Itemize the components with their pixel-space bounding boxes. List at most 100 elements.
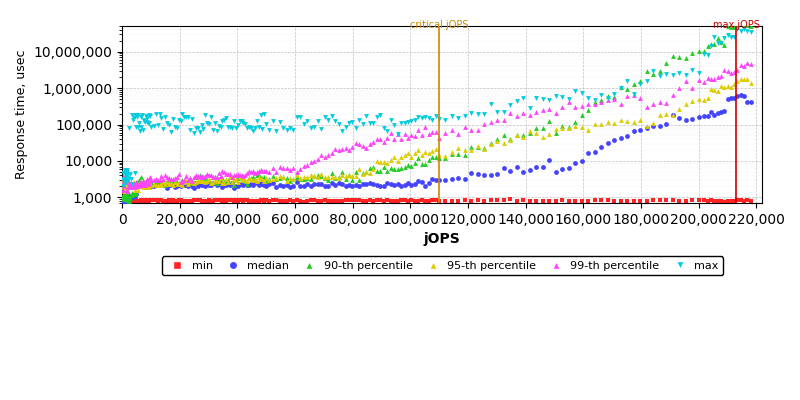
Point bbox=[266, 180, 279, 186]
Point bbox=[205, 114, 218, 121]
Point bbox=[209, 180, 222, 186]
Point bbox=[118, 186, 131, 193]
Point bbox=[594, 197, 607, 203]
Point bbox=[412, 114, 425, 120]
Point bbox=[542, 131, 555, 137]
Point bbox=[147, 183, 160, 189]
Point bbox=[134, 128, 146, 134]
Point bbox=[139, 113, 152, 119]
Point bbox=[202, 182, 215, 188]
Point bbox=[569, 118, 582, 125]
Point bbox=[130, 198, 143, 204]
Point bbox=[660, 100, 673, 106]
Point bbox=[326, 180, 338, 186]
Point bbox=[394, 153, 407, 160]
Text: max jOPS: max jOPS bbox=[713, 20, 760, 30]
Point bbox=[125, 193, 138, 200]
Point bbox=[218, 197, 230, 203]
Point bbox=[241, 170, 254, 177]
Point bbox=[118, 196, 130, 202]
Point bbox=[353, 116, 366, 123]
Point bbox=[388, 166, 401, 172]
Point bbox=[227, 182, 240, 188]
Point bbox=[357, 198, 370, 204]
Point bbox=[280, 175, 293, 181]
Point bbox=[725, 198, 738, 204]
Point bbox=[138, 117, 150, 124]
Point bbox=[550, 169, 562, 176]
Point bbox=[402, 150, 414, 156]
Point bbox=[412, 155, 425, 161]
Point bbox=[126, 193, 138, 199]
Point bbox=[465, 169, 478, 176]
Point bbox=[588, 100, 601, 107]
Point bbox=[388, 182, 401, 188]
Point bbox=[510, 132, 523, 138]
Point bbox=[118, 197, 130, 204]
Point bbox=[342, 197, 355, 203]
Point bbox=[660, 70, 673, 77]
Point bbox=[350, 173, 362, 179]
Point bbox=[226, 174, 238, 180]
Point bbox=[184, 198, 197, 204]
Point bbox=[471, 143, 484, 149]
Point bbox=[562, 165, 575, 171]
Point bbox=[409, 198, 422, 204]
Point bbox=[357, 120, 370, 127]
Point bbox=[666, 72, 679, 78]
Point bbox=[172, 170, 185, 177]
Point bbox=[326, 170, 338, 176]
Point bbox=[120, 188, 133, 194]
Point bbox=[216, 180, 229, 186]
Point bbox=[510, 132, 523, 138]
Point bbox=[123, 198, 136, 204]
Point bbox=[120, 174, 133, 181]
Point bbox=[738, 198, 750, 204]
Point bbox=[692, 96, 705, 102]
Point bbox=[686, 66, 698, 73]
Point bbox=[433, 177, 446, 183]
Point bbox=[176, 198, 189, 204]
Point bbox=[714, 198, 727, 204]
Point bbox=[542, 157, 555, 163]
Point bbox=[471, 110, 484, 117]
Point bbox=[206, 178, 219, 185]
Point bbox=[184, 180, 197, 187]
Point bbox=[734, 92, 747, 98]
Point bbox=[294, 182, 307, 189]
Point bbox=[542, 198, 555, 204]
Point bbox=[212, 123, 225, 130]
Point bbox=[122, 180, 134, 186]
Point bbox=[132, 182, 145, 188]
Point bbox=[342, 172, 355, 178]
Point bbox=[308, 173, 321, 180]
Point bbox=[741, 28, 754, 35]
Point bbox=[336, 128, 349, 134]
Point bbox=[140, 183, 153, 190]
Point bbox=[438, 198, 451, 204]
Point bbox=[536, 164, 549, 170]
Point bbox=[430, 154, 442, 160]
Point bbox=[143, 176, 156, 183]
Point bbox=[504, 168, 517, 174]
Point bbox=[426, 197, 438, 203]
Point bbox=[234, 174, 246, 180]
Point bbox=[121, 176, 134, 183]
Point bbox=[178, 197, 190, 204]
Point bbox=[118, 184, 130, 190]
Point bbox=[178, 177, 190, 184]
Point bbox=[378, 182, 390, 189]
Point bbox=[119, 178, 132, 184]
Point bbox=[190, 197, 202, 203]
Point bbox=[191, 197, 204, 204]
Point bbox=[210, 127, 223, 134]
Point bbox=[224, 124, 237, 130]
Point bbox=[117, 183, 130, 190]
Point bbox=[315, 126, 328, 132]
Point bbox=[398, 182, 411, 188]
Point bbox=[206, 180, 219, 186]
Point bbox=[374, 112, 386, 118]
Point bbox=[702, 43, 714, 49]
Point bbox=[197, 181, 210, 188]
Point bbox=[409, 117, 422, 123]
